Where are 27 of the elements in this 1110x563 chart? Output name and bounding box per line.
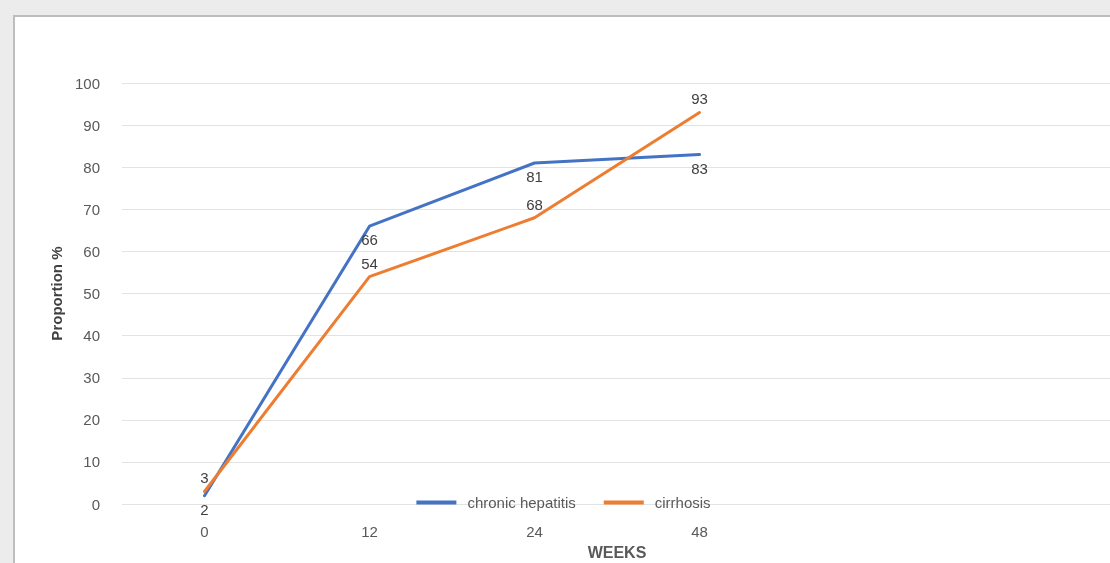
x-tick-label: 24	[526, 523, 543, 541]
x-tick-label: 0	[200, 523, 209, 541]
y-tick-label: 70	[83, 200, 100, 218]
y-axis-title: Proportion %	[48, 246, 65, 341]
data-label: 93	[691, 90, 708, 108]
y-tick-label: 20	[83, 411, 100, 429]
data-label: 83	[691, 159, 708, 177]
x-tick-label: 48	[691, 523, 708, 541]
y-tick-label: 90	[83, 116, 100, 134]
x-tick-label: 12	[361, 523, 378, 541]
y-tick-label: 10	[83, 453, 100, 471]
legend-label: cirrhosis	[654, 494, 711, 511]
y-tick-label: 100	[74, 74, 100, 92]
y-tick-label: 50	[83, 285, 100, 303]
y-tick-label: 80	[83, 158, 100, 176]
data-label: 54	[361, 254, 378, 272]
legend-label: chronic hepatitis	[467, 494, 576, 511]
data-label: 2	[200, 500, 209, 518]
y-tick-label: 0	[91, 495, 100, 513]
y-tick-label: 40	[83, 327, 100, 345]
data-label: 66	[361, 231, 378, 249]
data-label: 68	[526, 195, 543, 213]
data-label: 3	[200, 469, 209, 487]
y-tick-label: 60	[83, 242, 100, 260]
y-tick-label: 30	[83, 369, 100, 387]
x-axis-title: WEEKS	[587, 543, 647, 561]
data-label: 81	[526, 168, 543, 186]
